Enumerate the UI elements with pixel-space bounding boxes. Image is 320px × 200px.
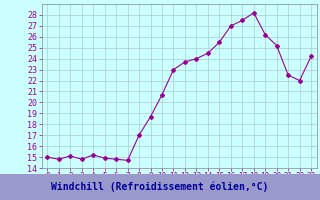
Text: Windchill (Refroidissement éolien,°C): Windchill (Refroidissement éolien,°C) [51,182,269,192]
